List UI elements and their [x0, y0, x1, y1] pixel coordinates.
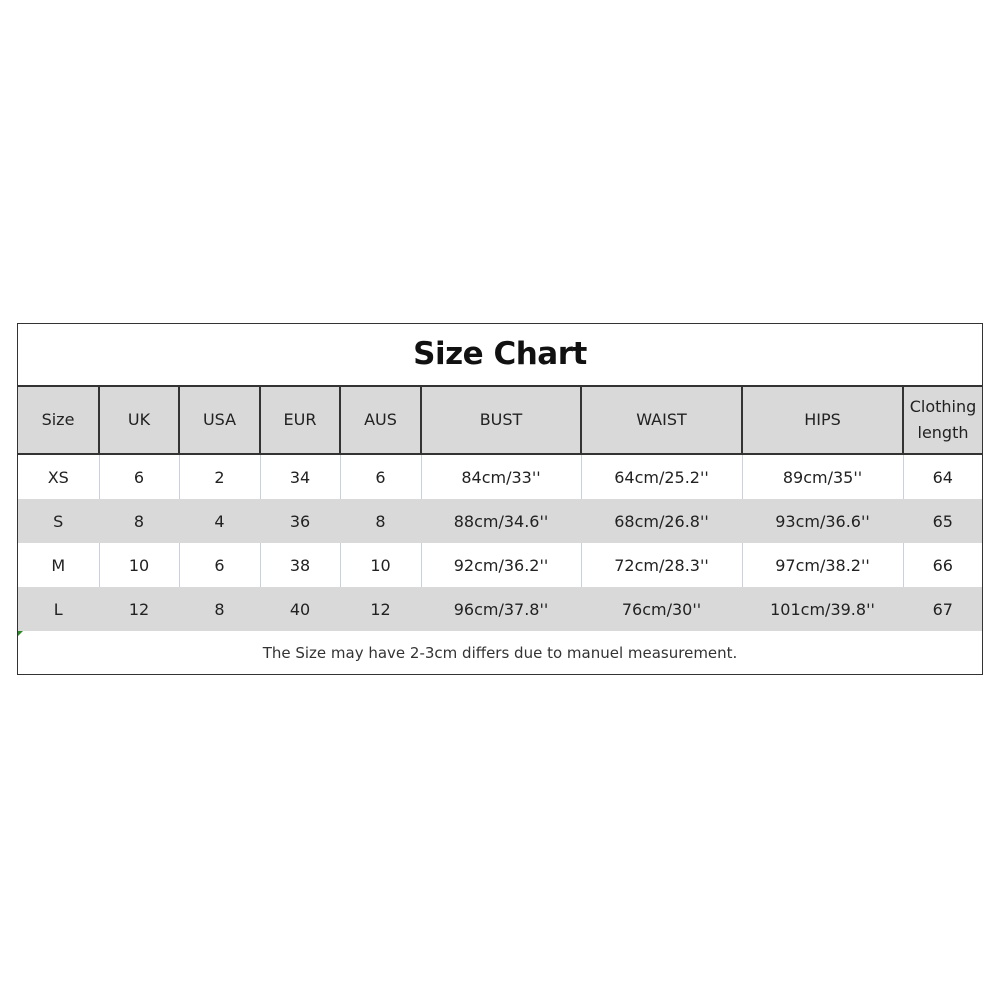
cell-waist: 72cm/28.3'' — [580, 543, 742, 587]
header-row: Size UK USA EUR AUS BUST WAIST HIPS Clot… — [18, 387, 982, 455]
cell-uk: 8 — [98, 499, 179, 543]
measurement-note: The Size may have 2-3cm differs due to m… — [18, 631, 982, 675]
cell-clothing-length: 67 — [902, 587, 982, 631]
cell-waist: 76cm/30'' — [580, 587, 742, 631]
table-row: S 8 4 36 8 88cm/34.6'' 68cm/26.8'' 93cm/36.6'' 6… — [18, 499, 982, 543]
table-row: XS 6 2 34 6 84cm/33'' 64cm/25.2'' 89cm/35'' 64 — [18, 454, 982, 499]
cell-aus: 10 — [339, 543, 421, 587]
header-aus: AUS — [339, 387, 421, 455]
cell-eur: 34 — [259, 454, 340, 499]
cell-aus: 8 — [339, 499, 421, 543]
cell-size: L — [18, 587, 99, 631]
cell-aus: 6 — [339, 454, 421, 499]
cell-bust: 84cm/33'' — [420, 454, 581, 499]
chart-title: Size Chart — [18, 324, 982, 387]
cell-hips: 89cm/35'' — [741, 454, 903, 499]
cell-hips: 97cm/38.2'' — [741, 543, 903, 587]
cell-clothing-length: 65 — [902, 499, 982, 543]
cell-aus: 12 — [339, 587, 421, 631]
corner-mark — [18, 631, 23, 636]
cell-usa: 6 — [178, 543, 260, 587]
size-table: Size UK USA EUR AUS BUST WAIST HIPS Clot… — [18, 387, 982, 631]
cell-hips: 101cm/39.8'' — [741, 587, 903, 631]
cell-clothing-length: 64 — [902, 454, 982, 499]
cell-hips: 93cm/36.6'' — [741, 499, 903, 543]
cell-usa: 4 — [178, 499, 260, 543]
cell-eur: 40 — [259, 587, 340, 631]
cell-bust: 96cm/37.8'' — [420, 587, 581, 631]
header-bust: BUST — [420, 387, 581, 455]
cell-size: M — [51, 555, 66, 575]
header-eur: EUR — [259, 387, 340, 455]
cell-usa: 8 — [178, 587, 260, 631]
header-waist: WAIST — [580, 387, 742, 455]
table-row: M 10 6 38 10 92cm/36.2'' 72cm/28.3'' 97cm/38.2'… — [18, 543, 982, 587]
cell-bust: 88cm/34.6'' — [420, 499, 581, 543]
cell-bust: 92cm/36.2'' — [420, 543, 581, 587]
cell-uk: 10 — [98, 543, 179, 587]
cell-uk: 6 — [98, 454, 179, 499]
table-row: L 12 8 40 12 96cm/37.8'' 76cm/30'' 101cm/39.8''… — [18, 587, 982, 631]
cell-eur: 36 — [259, 499, 340, 543]
header-size: Size — [18, 387, 99, 455]
cell-uk: 12 — [98, 587, 179, 631]
header-hips: HIPS — [741, 387, 903, 455]
cell-waist: 68cm/26.8'' — [580, 499, 742, 543]
note-text: The Size may have 2-3cm differs due to m… — [262, 644, 738, 662]
cell-waist: 64cm/25.2'' — [580, 454, 742, 499]
header-usa: USA — [178, 387, 260, 455]
cell-clothing-length: 66 — [902, 543, 982, 587]
cell-size: S — [18, 499, 99, 543]
cell-size: XS — [47, 467, 69, 487]
header-clothing-length: Clothing length — [902, 387, 982, 455]
cell-eur: 38 — [259, 543, 340, 587]
size-chart: Size Chart Size UK USA EUR AUS BUST WAIS… — [17, 323, 983, 675]
header-uk: UK — [98, 387, 179, 455]
cell-usa: 2 — [178, 454, 260, 499]
